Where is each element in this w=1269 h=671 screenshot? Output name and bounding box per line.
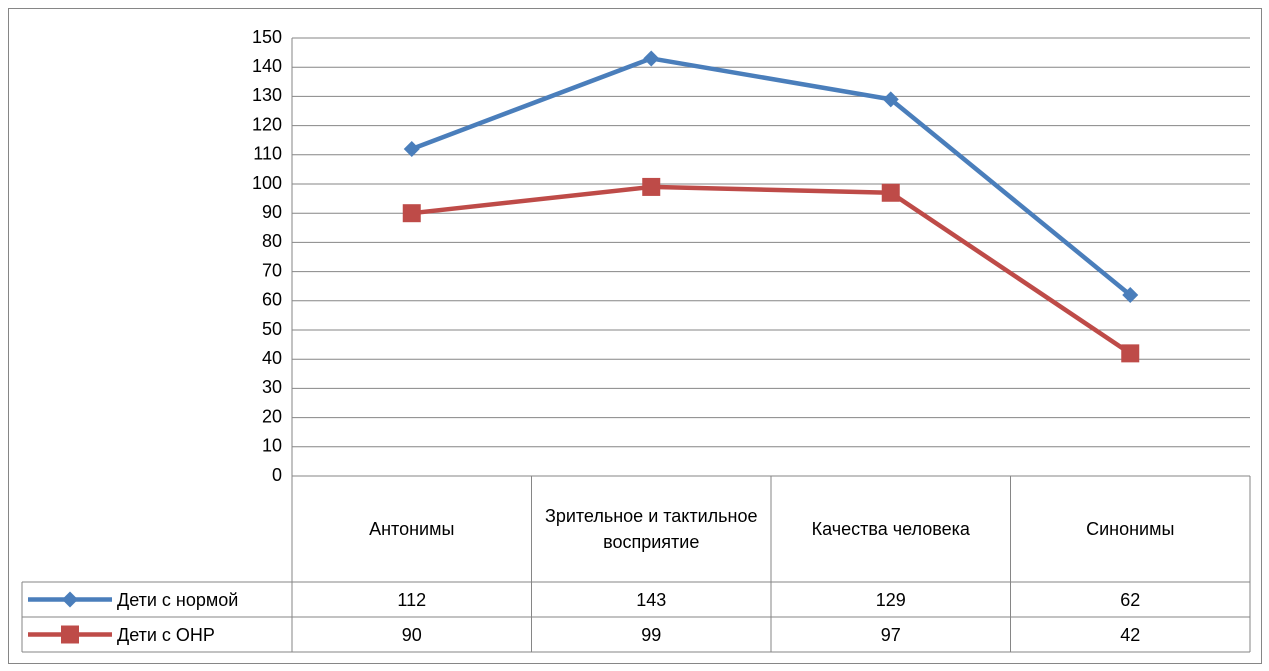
y-tick-label: 30 <box>262 377 282 397</box>
y-tick-label: 50 <box>262 319 282 339</box>
category-label: Качества человека <box>811 519 970 539</box>
y-tick-label: 80 <box>262 231 282 251</box>
y-tick-label: 100 <box>252 173 282 193</box>
category-label: Антонимы <box>369 519 455 539</box>
category-label: Зрительное и тактильное восприятие <box>544 506 758 552</box>
table-value: 129 <box>875 589 906 610</box>
y-tick-label: 110 <box>253 144 282 164</box>
table-value: 90 <box>401 624 422 645</box>
table-value: 97 <box>880 624 901 645</box>
chart-border <box>8 8 1262 664</box>
y-tick-label: 90 <box>262 202 282 222</box>
table-value: 62 <box>1120 589 1141 610</box>
y-tick-label: 70 <box>262 260 282 280</box>
marker <box>1122 286 1139 303</box>
y-tick-label: 120 <box>252 114 282 134</box>
marker <box>642 177 661 196</box>
table-value: 42 <box>1120 624 1141 645</box>
marker <box>643 50 660 67</box>
y-tick-label: 40 <box>262 348 282 368</box>
y-tick-label: 0 <box>272 465 282 485</box>
legend-label: Дети с нормой <box>117 589 239 610</box>
marker <box>61 625 79 644</box>
marker <box>881 183 900 202</box>
y-tick-label: 130 <box>252 85 282 105</box>
y-tick-label: 60 <box>262 290 282 310</box>
series-line <box>411 184 1132 356</box>
table-value: 112 <box>397 589 427 610</box>
series-line <box>410 56 1132 297</box>
category-label: Синонимы <box>1086 519 1175 539</box>
y-tick-label: 140 <box>252 56 282 76</box>
marker <box>402 204 421 223</box>
table-value: 143 <box>636 589 667 610</box>
y-tick-label: 20 <box>262 406 282 426</box>
y-tick-label: 10 <box>262 436 282 456</box>
legend-label: Дети с ОНР <box>117 624 215 645</box>
marker <box>62 591 78 608</box>
marker <box>403 140 420 157</box>
marker <box>1121 344 1140 363</box>
marker <box>882 91 899 108</box>
y-tick-label: 150 <box>252 27 282 47</box>
table-value: 99 <box>641 624 662 645</box>
